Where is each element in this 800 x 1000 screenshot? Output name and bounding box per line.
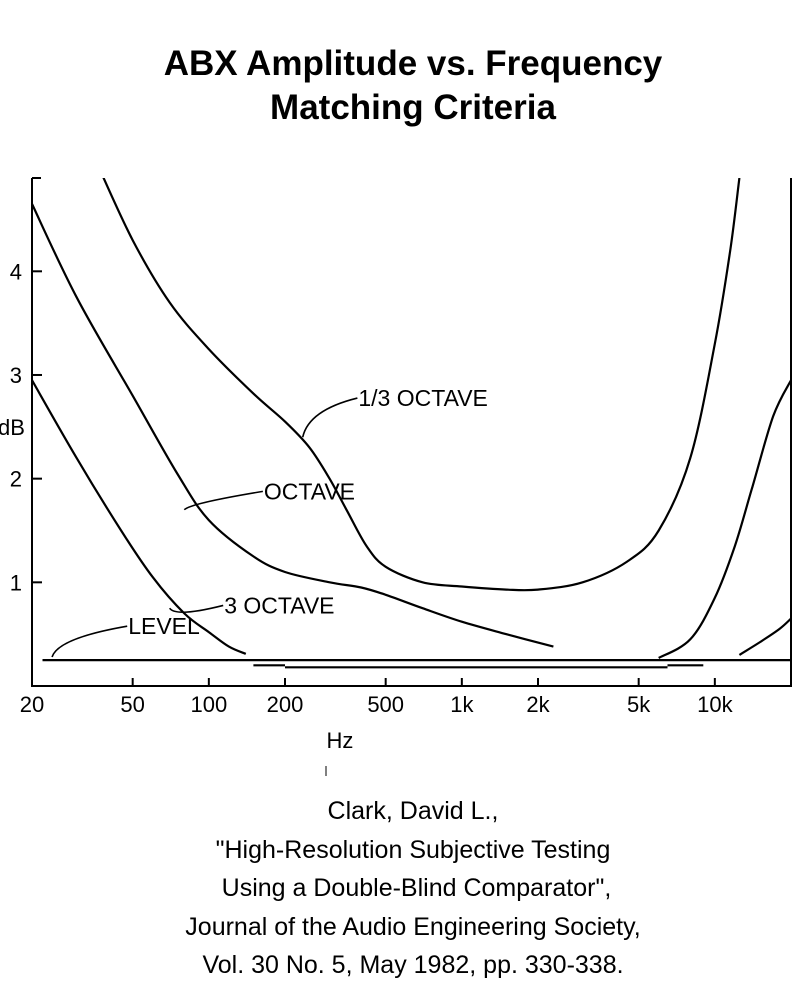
y-tick-label: 1: [10, 570, 22, 595]
plot-frame: [31, 177, 792, 687]
x-tick-label: 2k: [526, 692, 550, 717]
series-line-1-3-octave: [102, 178, 741, 592]
chart-title-line-2: Matching Criteria: [270, 88, 556, 127]
label-leader-line: [51, 625, 128, 658]
series-line-octave: [658, 379, 791, 659]
series-line-octave: [32, 203, 554, 648]
x-axis-label: Hz: [327, 728, 354, 753]
y-tick-label: 4: [10, 259, 22, 284]
chart-title-line-1: ABX Amplitude vs. Frequency: [163, 44, 663, 83]
y-axis-label: dB: [0, 415, 25, 440]
series-layer: [32, 178, 791, 669]
curve-labels: 1/3 OCTAVE OCTAVE 3 OCTAVE LEVEL: [51, 385, 488, 658]
x-tick-label: 20: [20, 692, 44, 717]
x-tick-label: 100: [190, 692, 227, 717]
citation-line-title-1: "High-Resolution Subjective Testing: [215, 835, 611, 864]
curve-label: 1/3 OCTAVE: [358, 385, 488, 411]
x-tick-label: 5k: [627, 692, 651, 717]
curve-label: 3 OCTAVE: [224, 592, 334, 618]
chart-title: ABX Amplitude vs. Frequency Matching Cri…: [0, 42, 800, 130]
x-tick-label: 200: [267, 692, 304, 717]
curve-label: OCTAVE: [264, 478, 355, 504]
x-tick-label: 50: [120, 692, 144, 717]
x-tick-label: 1k: [450, 692, 474, 717]
curve-label: LEVEL: [128, 613, 200, 639]
citation-line-author: Clark, David L.,: [327, 797, 499, 825]
chart-svg: 20 50 100 200 500 1k 2k 5k 10k 1 2 3 4 1/3 OCTAVE OC…: [0, 177, 792, 776]
label-leader-line: [168, 604, 224, 613]
y-tick-label: 3: [10, 363, 22, 388]
x-axis-ticks: 20 50 100 200 500 1k 2k 5k 10k: [20, 678, 734, 717]
y-tick-label: 2: [10, 467, 22, 492]
label-leader-line: [301, 397, 358, 438]
label-leader-line: [183, 490, 263, 511]
citation: Clark, David L., "High-Resolution Subjec…: [0, 792, 800, 985]
citation-line-volume: Vol. 30 No. 5, May 1982, pp. 330-338.: [202, 951, 624, 979]
citation-line-journal: Journal of the Audio Engineering Society…: [185, 912, 641, 941]
x-tick-label: 10k: [697, 692, 733, 717]
y-axis-ticks: 1 2 3 4: [10, 259, 42, 595]
series-line-3-octave: [32, 379, 247, 655]
citation-line-title-2: Using a Double-Blind Comparator",: [214, 874, 612, 902]
series-line-1-3-octave: [738, 617, 791, 656]
x-tick-label: 500: [367, 692, 404, 717]
series-curves: [32, 178, 791, 669]
